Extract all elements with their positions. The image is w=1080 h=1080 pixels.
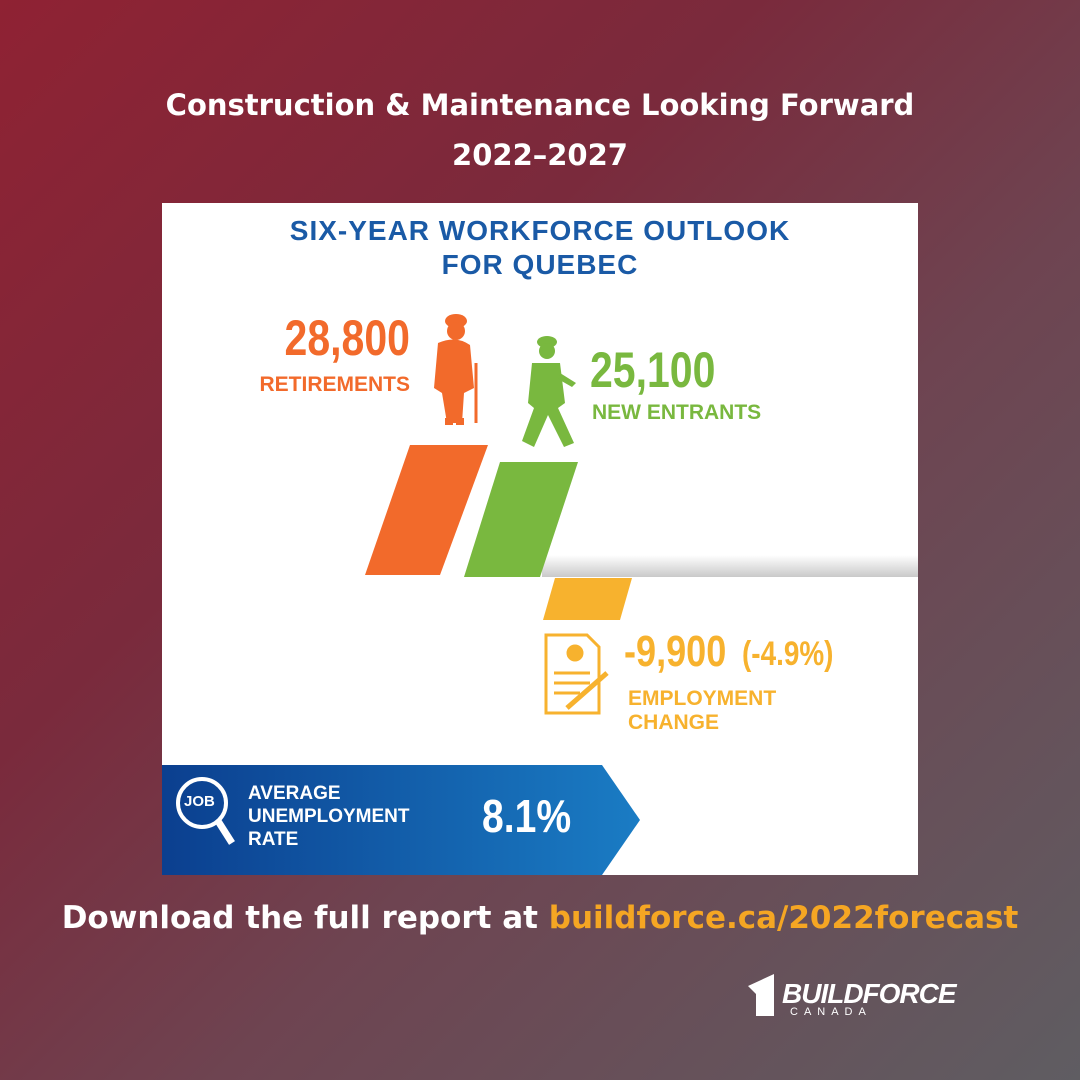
- title: Construction & Maintenance Looking Forwa…: [165, 88, 915, 122]
- employment-percent: (-4.9%): [742, 635, 834, 673]
- unemployment-banner: [162, 765, 640, 875]
- employment-value: -9,900: [624, 627, 727, 676]
- document-icon: [544, 633, 609, 715]
- employment-label: EMPLOYMENT: [628, 687, 777, 710]
- graphics: [162, 314, 918, 875]
- logo-name: BUILDFORCE: [782, 978, 957, 1009]
- logo-sub: CANADA: [790, 1006, 872, 1018]
- retirements-label: RETIREMENTS: [259, 373, 410, 396]
- yellow-stripe: [543, 578, 632, 620]
- unemployment-label: AVERAGE: [248, 783, 341, 804]
- logo-mark: [748, 974, 774, 1016]
- new-entrants-value: 25,100: [590, 342, 716, 398]
- green-stripe: [464, 462, 578, 577]
- shadow: [542, 555, 918, 577]
- job-icon-text: JOB: [184, 793, 215, 810]
- retiree-icon: [434, 314, 478, 425]
- orange-stripe: [365, 445, 488, 575]
- infographic-card: SIX-YEAR WORKFORCE OUTLOOK FOR QUEBEC 28…: [162, 203, 918, 875]
- footer: Download the full report at buildforce.c…: [0, 900, 1080, 936]
- employment-label: CHANGE: [628, 711, 720, 734]
- years: 2022–2027: [452, 138, 628, 172]
- footer-link[interactable]: buildforce.ca/2022forecast: [548, 900, 1019, 936]
- card-title: SIX-YEAR WORKFORCE OUTLOOK: [289, 215, 791, 246]
- worker-icon: [522, 336, 576, 447]
- card-title: FOR QUEBEC: [441, 249, 639, 280]
- magnifier-icon: [176, 777, 235, 845]
- new-entrants-label: NEW ENTRANTS: [592, 401, 762, 424]
- unemployment-label: RATE: [248, 829, 299, 850]
- footer-text: Download the full report at: [61, 900, 538, 936]
- unemployment-value: 8.1%: [482, 790, 572, 842]
- retirements-value: 28,800: [284, 310, 410, 366]
- unemployment-label: UNEMPLOYMENT: [248, 806, 410, 827]
